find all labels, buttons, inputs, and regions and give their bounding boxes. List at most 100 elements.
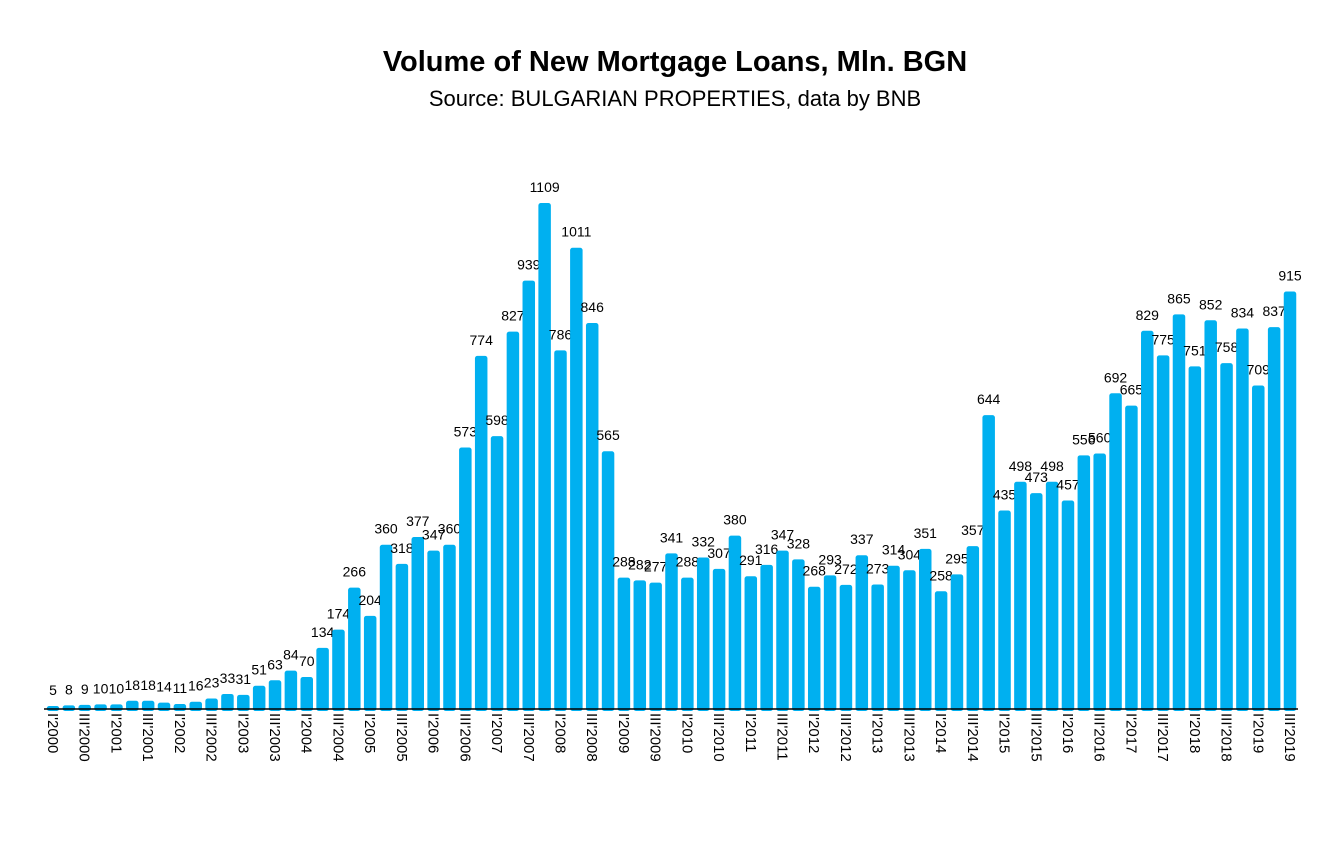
x-tick-label: III'2009 — [647, 713, 664, 762]
data-label: 560 — [1088, 429, 1112, 445]
chart-subtitle: Source: BULGARIAN PROPERTIES, data by BN… — [428, 86, 922, 111]
bar — [617, 577, 631, 711]
bar — [1204, 320, 1217, 711]
data-label: 273 — [866, 560, 890, 576]
bar — [665, 553, 678, 711]
x-tick-label: III'2011 — [774, 713, 791, 761]
x-tick-label: I'2015 — [996, 713, 1013, 753]
data-label: 852 — [1199, 296, 1223, 312]
x-tick-label: III'2015 — [1027, 713, 1044, 762]
x-tick-label: III'2017 — [1154, 713, 1171, 762]
data-label: 288 — [612, 554, 636, 570]
data-label: 282 — [628, 556, 652, 572]
data-label: 307 — [707, 545, 731, 561]
data-label: 786 — [549, 326, 573, 342]
bar — [649, 582, 662, 711]
x-tick-label: I'2001 — [107, 713, 124, 753]
bar — [744, 576, 758, 711]
data-label: 834 — [1231, 304, 1255, 320]
bar — [1267, 327, 1281, 711]
bar — [62, 705, 76, 711]
x-tick-label: I'2004 — [298, 713, 315, 753]
bar — [237, 694, 250, 711]
data-label: 341 — [660, 529, 684, 545]
bar — [94, 704, 107, 711]
x-tick-label: I'2011 — [742, 713, 759, 752]
bar — [903, 570, 916, 711]
data-label: 377 — [406, 513, 430, 529]
data-label: 498 — [1009, 458, 1033, 474]
bar — [268, 680, 282, 711]
bar — [443, 544, 456, 711]
bar — [950, 574, 964, 711]
x-tick-label: I'2013 — [869, 713, 886, 753]
x-tick-label: III'2012 — [837, 713, 854, 762]
data-label: 846 — [581, 299, 605, 315]
data-label: 63 — [267, 656, 283, 672]
data-label: 14 — [156, 679, 172, 695]
bar — [1077, 455, 1091, 711]
x-tick-label: III'2000 — [76, 713, 93, 762]
bar — [1141, 330, 1154, 711]
data-label: 380 — [723, 512, 747, 528]
data-label: 939 — [517, 257, 541, 273]
data-label: 644 — [977, 391, 1001, 407]
data-label: 865 — [1167, 290, 1191, 306]
data-label: 295 — [945, 550, 969, 566]
data-label: 473 — [1025, 469, 1049, 485]
data-label: 328 — [787, 535, 811, 551]
data-label: 266 — [343, 564, 367, 580]
x-tick-label: I'2005 — [361, 713, 378, 753]
bar — [776, 550, 789, 711]
bar — [1125, 405, 1138, 711]
data-label: 134 — [311, 624, 335, 640]
data-label: 268 — [803, 563, 827, 579]
x-tick-label: I'2012 — [805, 713, 822, 753]
data-label: 565 — [596, 427, 620, 443]
x-tick-label: III'2001 — [139, 713, 156, 762]
data-label: 774 — [470, 332, 494, 348]
bar — [1220, 363, 1233, 711]
bar — [1283, 291, 1297, 711]
data-label: 18 — [125, 677, 141, 693]
data-label: 5 — [49, 682, 57, 698]
data-label: 457 — [1056, 476, 1080, 492]
bar — [1014, 481, 1027, 711]
data-label: 84 — [283, 647, 299, 663]
bar — [554, 350, 567, 711]
x-tick-label: I'2014 — [932, 713, 949, 753]
data-label: 314 — [882, 542, 906, 558]
bar — [252, 685, 266, 711]
x-tick-label: III'2008 — [583, 713, 600, 762]
bar — [474, 355, 488, 711]
x-tick-label: III'2002 — [203, 713, 220, 762]
x-tick-label: I'2018 — [1186, 713, 1203, 753]
data-label: 9 — [81, 681, 89, 697]
bar — [1188, 366, 1202, 711]
data-label: 665 — [1120, 382, 1144, 398]
data-label: 1109 — [530, 179, 560, 195]
data-label: 1011 — [561, 224, 591, 240]
data-label: 337 — [850, 531, 874, 547]
data-label: 174 — [327, 606, 351, 622]
data-label: 347 — [771, 527, 795, 543]
data-label: 293 — [818, 551, 842, 567]
data-label: 18 — [140, 677, 156, 693]
data-label: 837 — [1262, 303, 1286, 319]
bar — [538, 203, 551, 711]
bar — [379, 544, 393, 711]
bar — [490, 436, 504, 711]
x-tick-label: III'2018 — [1218, 713, 1235, 762]
bar — [792, 559, 805, 711]
data-label: 915 — [1278, 268, 1302, 284]
bar — [1109, 393, 1122, 711]
data-label: 318 — [390, 540, 414, 556]
data-label: 51 — [251, 662, 267, 678]
data-label: 10 — [93, 680, 109, 696]
bar — [712, 568, 726, 711]
x-tick-label: III'2016 — [1091, 713, 1108, 762]
chart-title: Volume of New Mortgage Loans, Mln. BGN — [382, 46, 968, 78]
data-label: 204 — [358, 592, 382, 608]
data-label: 10 — [109, 680, 125, 696]
